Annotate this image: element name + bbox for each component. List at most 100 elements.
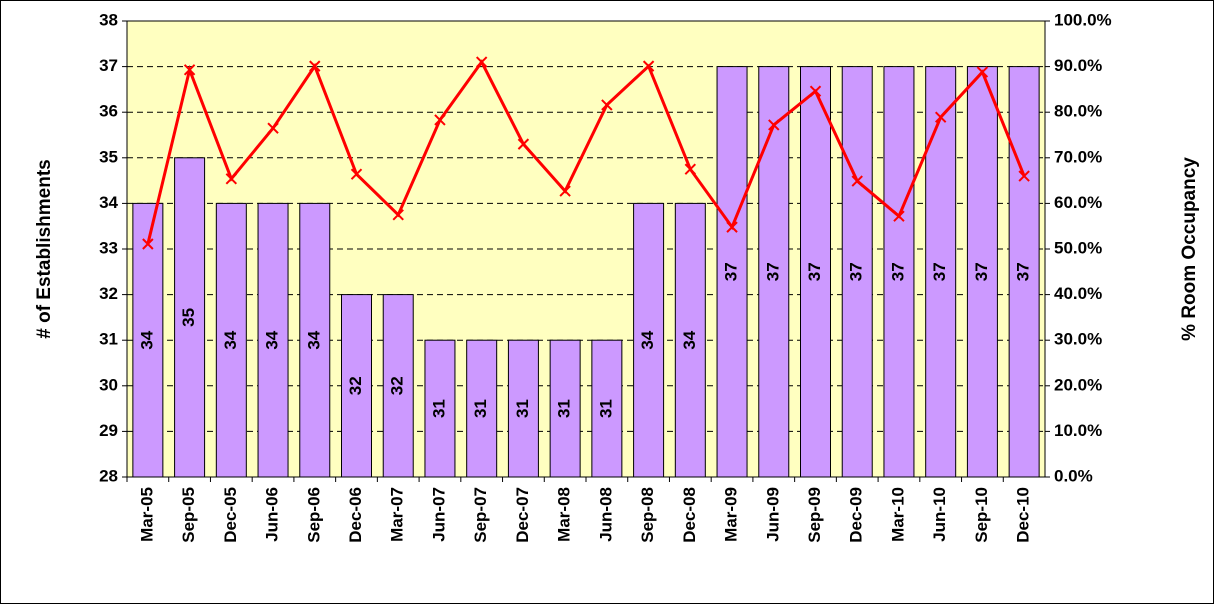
line-marker (601, 99, 613, 111)
x-tick-label: Jun-10 (930, 487, 949, 542)
y-tick-label: 34 (99, 193, 118, 212)
bar-value-label: 31 (596, 399, 615, 418)
y2-tick-label: 70.0% (1054, 147, 1102, 166)
line-marker (934, 111, 947, 123)
x-tick-label: Dec-08 (680, 487, 699, 543)
y-tick-label: 37 (99, 56, 118, 75)
x-tick-label: Dec-09 (847, 487, 866, 543)
x-tick-label: Mar-07 (388, 487, 407, 542)
line-marker (976, 66, 989, 78)
line-marker (642, 60, 655, 72)
line-marker (392, 209, 404, 221)
y2-tick-label: 10.0% (1054, 421, 1102, 440)
bar-value-label: 37 (888, 262, 907, 281)
x-tick-label: Sep-09 (805, 487, 824, 543)
bar-value-label: 32 (388, 376, 407, 395)
line-marker (225, 173, 238, 185)
bar-value-label: 37 (722, 262, 741, 281)
x-tick-label: Dec-07 (513, 487, 532, 543)
y-tick-label: 31 (99, 330, 118, 349)
y2-tick-label: 100.0% (1054, 10, 1112, 29)
x-tick-label: Mar-09 (722, 487, 741, 542)
bar-value-label: 34 (638, 330, 657, 349)
x-tick-label: Mar-10 (888, 487, 907, 542)
bar (299, 202, 331, 478)
bar-value-label: 37 (972, 262, 991, 281)
x-tick-label: Jun-09 (763, 487, 782, 542)
bar-value-label: 34 (221, 330, 240, 349)
line-marker (183, 64, 196, 76)
bar (716, 66, 748, 478)
bar (633, 202, 665, 478)
bar-value-label: 37 (805, 262, 824, 281)
bar-value-label: 34 (680, 330, 699, 349)
x-tick-label: Jun-08 (596, 487, 615, 542)
y-tick-label: 38 (99, 10, 118, 29)
bar-value-label: 34 (137, 330, 156, 349)
line-marker (684, 163, 697, 175)
bar-value-label: 31 (429, 399, 448, 418)
bar-value-label: 31 (513, 399, 532, 418)
x-tick-label: Mar-08 (555, 487, 574, 542)
line-marker (350, 168, 363, 180)
bar-value-label: 35 (179, 308, 198, 327)
bar (591, 339, 623, 478)
line-marker (267, 122, 279, 134)
bar (466, 339, 498, 478)
line-marker (517, 138, 530, 150)
bar (966, 66, 998, 478)
line-marker (559, 185, 571, 197)
bar (382, 294, 414, 478)
bar (424, 339, 456, 478)
bar-value-label: 31 (555, 399, 574, 418)
x-tick-label: Jun-06 (263, 487, 282, 542)
x-tick-label: Sep-07 (471, 487, 490, 543)
line-marker (309, 60, 321, 72)
bar (215, 202, 247, 478)
bar (341, 294, 372, 478)
line-marker (768, 119, 780, 131)
y2-tick-label: 60.0% (1054, 193, 1102, 212)
bar-value-label: 37 (847, 262, 866, 281)
bar (1008, 66, 1040, 478)
y2-tick-label: 40.0% (1054, 284, 1102, 303)
bar (257, 202, 289, 478)
bar (674, 202, 706, 478)
x-tick-label: Sep-10 (972, 487, 991, 543)
line-marker (475, 56, 488, 68)
x-tick-label: Dec-10 (1014, 487, 1033, 543)
y-tick-label: 30 (99, 375, 118, 394)
y-tick-label: 32 (99, 284, 118, 303)
x-tick-label: Sep-05 (179, 487, 198, 543)
x-tick-label: Dec-06 (346, 487, 365, 543)
y2-tick-label: 90.0% (1054, 56, 1102, 75)
bar-value-label: 32 (346, 376, 365, 395)
y2-tick-label: 50.0% (1054, 238, 1102, 257)
y-tick-label: 36 (99, 102, 118, 121)
bar-value-label: 34 (304, 330, 323, 349)
y2-tick-label: 20.0% (1054, 375, 1102, 394)
y-tick-label: 28 (99, 466, 118, 485)
line-marker (1018, 170, 1030, 182)
x-tick-label: Sep-06 (304, 487, 323, 543)
bar-value-label: 37 (1014, 262, 1033, 281)
bar-value-label: 31 (471, 399, 490, 418)
y-axis-label: # of Establishments (34, 159, 55, 339)
line-marker (851, 175, 863, 187)
y-tick-label: 29 (99, 421, 118, 440)
y-tick-label: 33 (99, 238, 118, 257)
y2-tick-label: 0.0% (1054, 466, 1093, 485)
y2-axis-label: % Room Occupancy (1179, 157, 1200, 341)
line-marker (434, 114, 446, 126)
y2-tick-label: 30.0% (1054, 330, 1102, 349)
bar (883, 66, 915, 478)
y2-tick-label: 80.0% (1054, 102, 1102, 121)
line (146, 59, 1026, 245)
bar-value-label: 34 (263, 330, 282, 349)
y-tick-label: 35 (99, 147, 118, 166)
line-marker (893, 210, 905, 222)
bar-value-label: 37 (763, 262, 782, 281)
bar (507, 339, 539, 478)
line-marker (809, 85, 822, 97)
